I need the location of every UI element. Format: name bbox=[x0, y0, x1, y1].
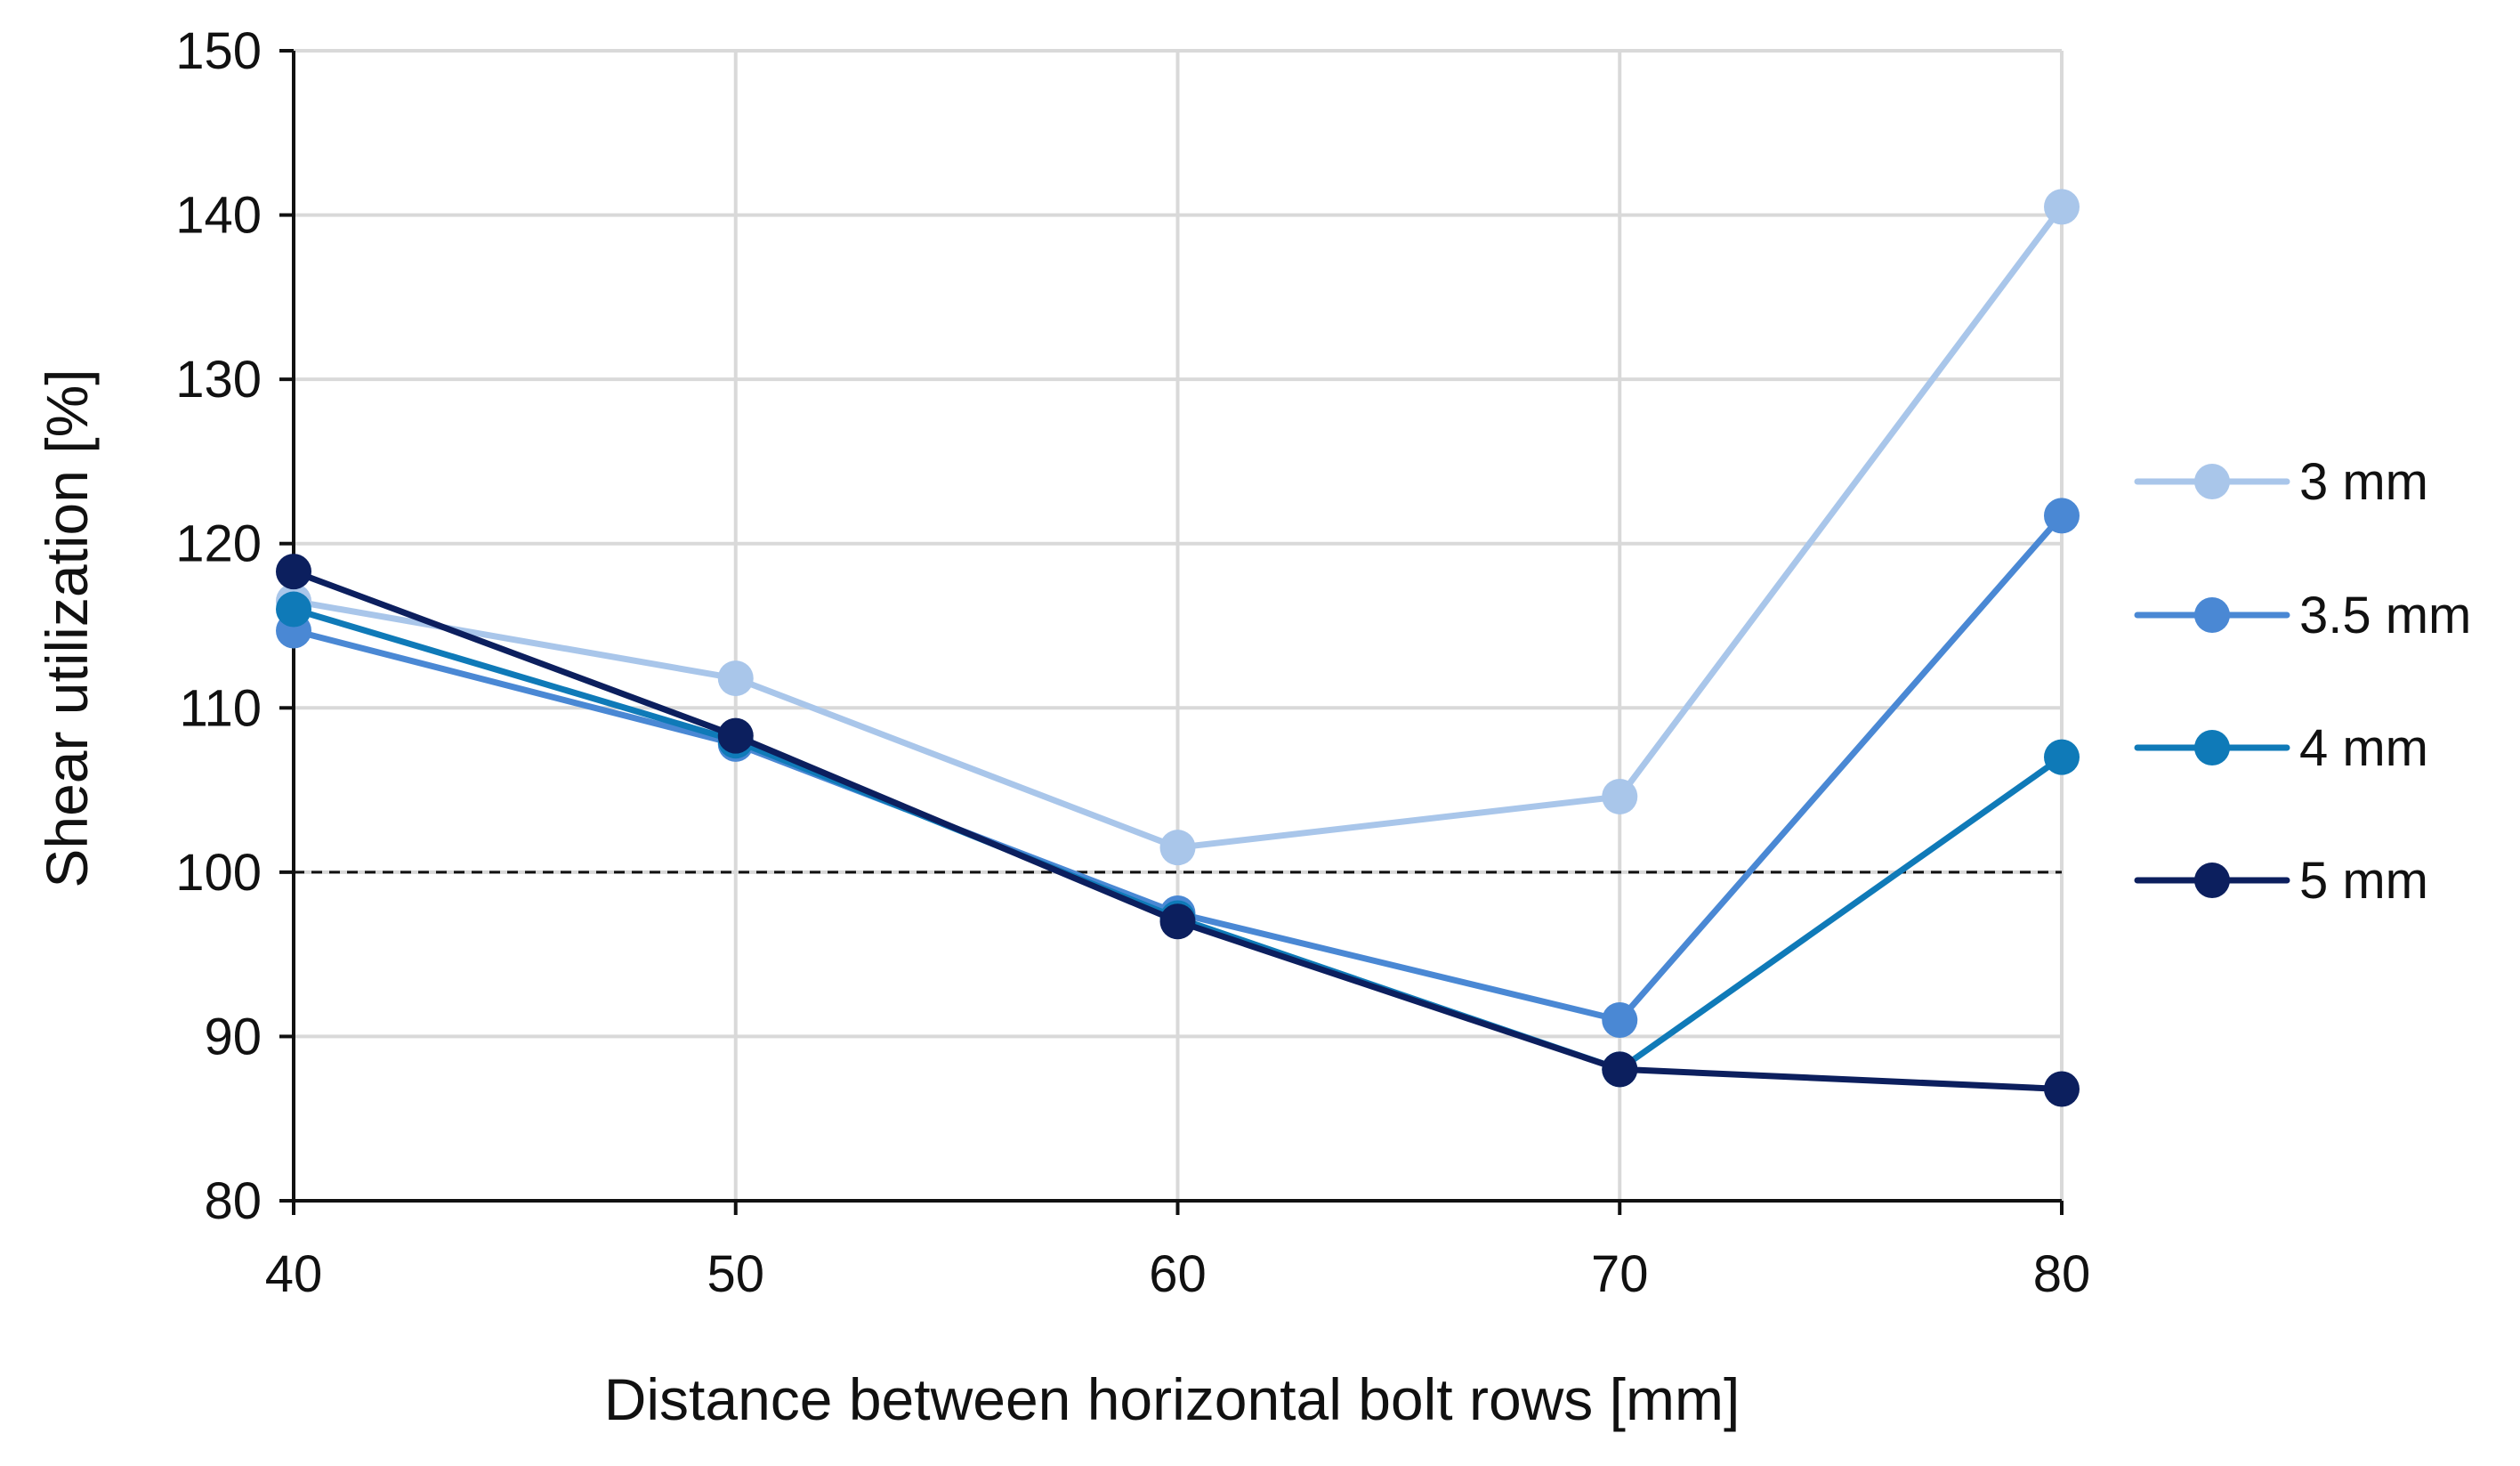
grid bbox=[294, 49, 2064, 1201]
data-point-4-mm-80 bbox=[2044, 739, 2080, 775]
legend-marker-3-mm bbox=[2194, 464, 2230, 499]
data-point-5-mm-80 bbox=[2044, 1071, 2080, 1107]
legend-label-4-mm: 4 mm bbox=[2299, 719, 2428, 777]
y-tick-label-140: 140 bbox=[175, 187, 262, 245]
y-tick-label-90: 90 bbox=[204, 1008, 262, 1065]
data-point-3-mm-80 bbox=[2044, 189, 2080, 225]
y-tick-label-150: 150 bbox=[175, 22, 262, 80]
data-point-5-mm-50 bbox=[717, 717, 754, 754]
legend-marker-5-mm bbox=[2194, 863, 2230, 898]
data-point-3_5-mm-70 bbox=[1602, 1001, 1638, 1038]
tick-labels: 80 90 100 110 120 130 140 150 40 50 60 70 80 bbox=[175, 22, 2090, 1303]
legend-marker-3_5-mm bbox=[2194, 597, 2230, 633]
series-group bbox=[276, 189, 2080, 1107]
legend-label-3_5-mm: 3.5 mm bbox=[2299, 587, 2471, 644]
y-tick-label-120: 120 bbox=[175, 515, 262, 573]
data-point-3-mm-50 bbox=[717, 660, 754, 697]
y-tick-label-100: 100 bbox=[175, 844, 262, 902]
x-tick-label-60: 60 bbox=[1149, 1245, 1207, 1303]
axes bbox=[279, 49, 2064, 1215]
y-tick-label-80: 80 bbox=[204, 1172, 262, 1230]
x-axis-title: Distance between horizontal bolt rows [m… bbox=[604, 1366, 1741, 1432]
x-tick-label-80: 80 bbox=[2033, 1245, 2091, 1303]
data-point-3-mm-70 bbox=[1602, 778, 1638, 814]
x-tick-label-70: 70 bbox=[1591, 1245, 1649, 1303]
legend: 3 mm 3.5 mm 4 mm 5 mm bbox=[2134, 453, 2471, 910]
legend-label-5-mm: 5 mm bbox=[2299, 852, 2428, 910]
x-tick-label-50: 50 bbox=[707, 1245, 764, 1303]
y-tick-label-110: 110 bbox=[180, 679, 262, 737]
data-point-5-mm-70 bbox=[1602, 1051, 1638, 1088]
data-point-4-mm-40 bbox=[276, 591, 311, 628]
data-point-3-mm-60 bbox=[1159, 830, 1196, 866]
y-axis-title: Shear utilization [%] bbox=[34, 369, 100, 887]
x-tick-label-40: 40 bbox=[265, 1245, 323, 1303]
legend-label-3-mm: 3 mm bbox=[2299, 453, 2428, 511]
data-point-5-mm-60 bbox=[1159, 903, 1196, 940]
data-point-3_5-mm-80 bbox=[2044, 498, 2080, 534]
data-point-5-mm-40 bbox=[276, 554, 311, 590]
legend-marker-4-mm bbox=[2194, 730, 2230, 765]
y-tick-label-130: 130 bbox=[175, 351, 262, 409]
